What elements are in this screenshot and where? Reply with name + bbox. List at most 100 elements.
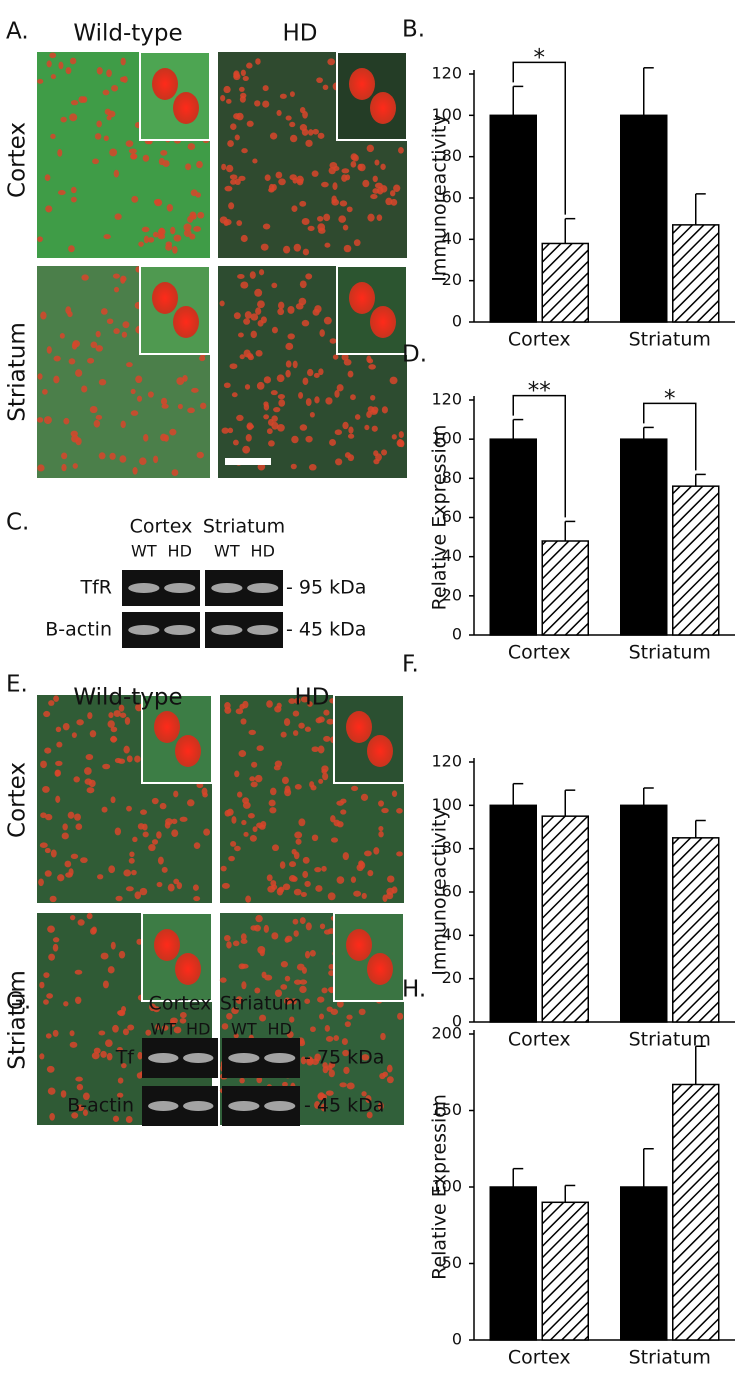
nucleus [304,880,311,888]
nucleus [314,305,322,313]
band-label: Tf [115,1047,136,1069]
nucleus [172,245,178,254]
panel-letter: A. [6,19,29,45]
nucleus [114,827,122,836]
nucleus [238,175,246,181]
nucleus [134,755,141,763]
nucleus [300,1056,307,1065]
nucleus [325,1035,334,1042]
nucleus [233,312,241,320]
inset-nucleus [367,735,393,767]
nucleus [123,869,132,877]
nucleus [45,1033,52,1039]
nucleus [63,1001,69,1007]
nucleus [227,427,234,434]
nucleus [243,318,251,325]
nucleus [223,382,231,389]
nucleus [333,1035,340,1041]
nucleus [292,730,299,736]
nucleus [299,124,308,132]
significance-label: * [534,45,546,71]
nucleus [382,1071,389,1077]
band [128,625,160,635]
nucleus [226,941,232,949]
nucleus [65,306,72,315]
nucleus [348,426,354,434]
nucleus [95,414,103,420]
nucleus [81,385,88,393]
nucleus [323,709,330,716]
nucleus [234,134,240,141]
nucleus [249,776,256,782]
nucleus [353,890,362,897]
nucleus [82,1109,88,1117]
nucleus [307,225,315,232]
nucleus [305,398,312,406]
nucleus [131,195,139,203]
nucleus [242,75,249,81]
nucleus [343,244,352,253]
y-tick-label: 80 [442,838,462,857]
nucleus [103,135,109,142]
nucleus [191,387,199,393]
nucleus [179,1018,187,1024]
band [228,1101,260,1111]
nucleus [342,852,349,861]
nucleus [203,828,211,836]
nucleus [224,185,233,192]
nucleus [111,84,119,92]
nucleus [135,375,143,384]
nucleus [231,1007,239,1015]
nucleus [241,819,247,826]
nucleus [277,308,285,316]
nucleus [171,829,179,838]
significance-bracket [512,394,566,518]
nucleus [325,1090,334,1096]
nucleus [255,307,262,315]
nucleus [257,946,266,954]
nucleus [126,805,132,812]
nucleus [300,891,307,898]
nucleus [228,855,235,862]
nucleus [330,837,339,843]
panel-letter: E. [6,672,28,698]
nucleus [353,239,361,247]
y-tick-label: 100 [431,795,462,814]
nucleus [287,305,295,314]
nucleus [300,696,309,703]
significance-label: ** [528,378,551,404]
nucleus [45,205,53,213]
nucleus [93,419,101,428]
nucleus [169,1019,176,1027]
nucleus [259,1014,267,1022]
band [128,583,160,593]
nucleus [95,330,101,338]
nucleus [285,360,292,368]
nucleus [173,234,182,242]
inset [139,265,211,355]
nucleus [201,787,208,796]
nucleus [106,69,112,78]
bar [541,540,589,636]
nucleus [40,812,47,819]
nucleus [242,801,251,809]
y-tick-label: 50 [442,1253,462,1272]
nucleus [177,403,183,410]
nucleus [311,834,319,842]
y-tick-label: 80 [442,468,462,487]
nucleus [108,712,114,719]
band [183,1053,214,1063]
nucleus [293,930,299,937]
y-tick-label: 20 [442,270,462,289]
nucleus [380,185,388,193]
nucleus [160,150,168,156]
nucleus [323,213,331,222]
nucleus [68,868,74,876]
nucleus [386,1064,393,1073]
nucleus [142,154,150,162]
nucleus [246,62,253,69]
nucleus [246,424,255,430]
nucleus [59,333,65,339]
nucleus [380,163,386,170]
nucleus [63,417,70,425]
